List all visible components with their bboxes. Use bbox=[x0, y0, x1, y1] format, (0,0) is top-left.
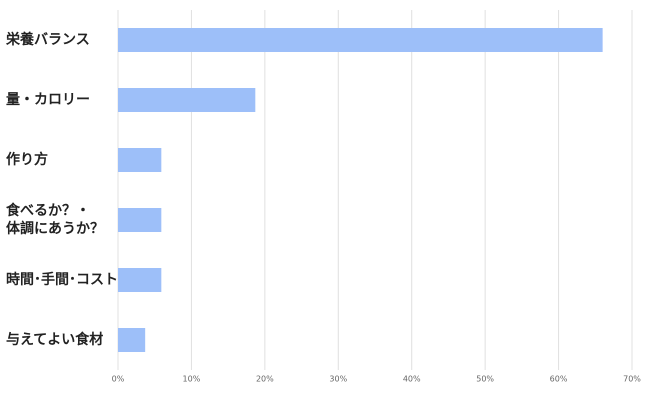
bar bbox=[118, 268, 162, 292]
y-tick-label: 食べるか？・体調にあうか？ bbox=[6, 202, 104, 237]
bar bbox=[118, 208, 162, 232]
y-tick-label: 時間･手間･コスト bbox=[6, 271, 118, 288]
y-tick-label: 作り方 bbox=[6, 151, 48, 168]
bar bbox=[118, 148, 162, 172]
x-tick-label: 30% bbox=[329, 375, 347, 384]
x-tick-label: 50% bbox=[476, 375, 494, 384]
y-tick-label: 量・カロリー bbox=[6, 92, 90, 108]
x-tick-label: 70% bbox=[623, 375, 641, 384]
bar bbox=[118, 28, 603, 52]
x-tick-label: 10% bbox=[183, 375, 201, 384]
bar bbox=[118, 328, 146, 352]
x-tick-label: 40% bbox=[403, 375, 421, 384]
y-tick-label: 栄養バランス bbox=[5, 31, 90, 48]
x-tick-label: 60% bbox=[550, 375, 568, 384]
bar bbox=[118, 88, 256, 112]
y-tick-label: 与えてよい食材 bbox=[6, 331, 103, 348]
x-tick-label: 20% bbox=[256, 375, 274, 384]
x-tick-label: 0% bbox=[112, 375, 125, 384]
